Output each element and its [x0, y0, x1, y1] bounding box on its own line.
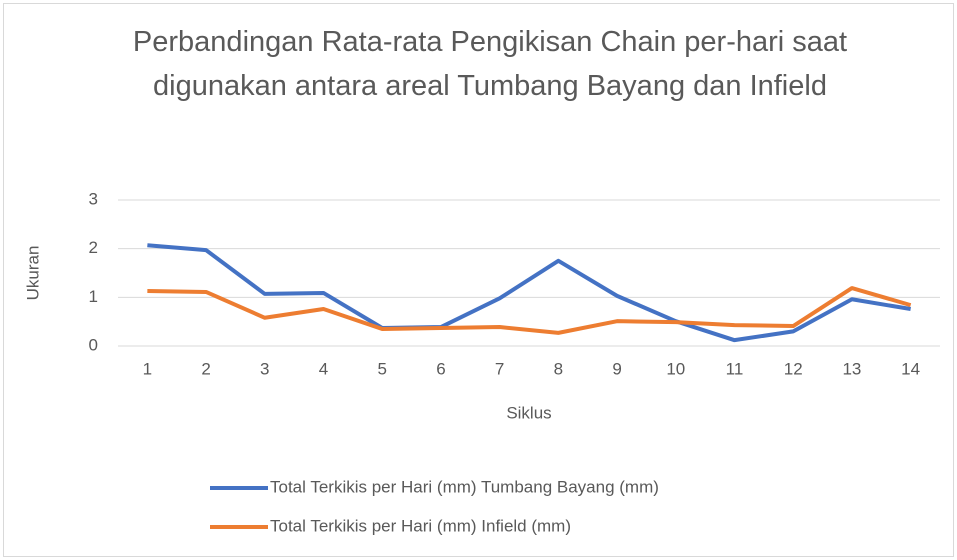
x-tick-label: 8: [554, 359, 563, 378]
x-tick-label: 7: [495, 359, 504, 378]
x-tick-label: 6: [436, 359, 445, 378]
x-tick-label: 12: [784, 359, 803, 378]
series-line: [147, 286, 912, 335]
x-tick-label: 3: [260, 359, 269, 378]
chart-title: Perbandingan Rata-rata Pengikisan Chain …: [132, 26, 848, 102]
x-tick-label: 13: [842, 359, 861, 378]
x-tick-label: 9: [612, 359, 621, 378]
x-tick-label: 4: [319, 359, 328, 378]
x-tick-label: 5: [377, 359, 386, 378]
x-tick-label: 2: [201, 359, 210, 378]
x-tick-label: 10: [666, 359, 685, 378]
y-tick-label: 2: [89, 238, 98, 257]
chart-border: [3, 3, 954, 557]
y-axis-label: Ukuran: [23, 246, 42, 301]
y-tick-label: 1: [89, 287, 98, 306]
legend-label: Total Terkikis per Hari (mm) Tumbang Bay…: [270, 477, 659, 496]
y-tick-label: 3: [89, 189, 98, 208]
x-axis-label: Siklus: [506, 403, 551, 422]
x-tick-label: 14: [901, 359, 920, 378]
y-tick-label: 0: [89, 335, 98, 354]
x-tick-label: 1: [143, 359, 152, 378]
legend-label: Total Terkikis per Hari (mm) Infield (mm…: [270, 516, 571, 535]
x-tick-label: 11: [726, 359, 744, 378]
series-line: [147, 243, 911, 343]
